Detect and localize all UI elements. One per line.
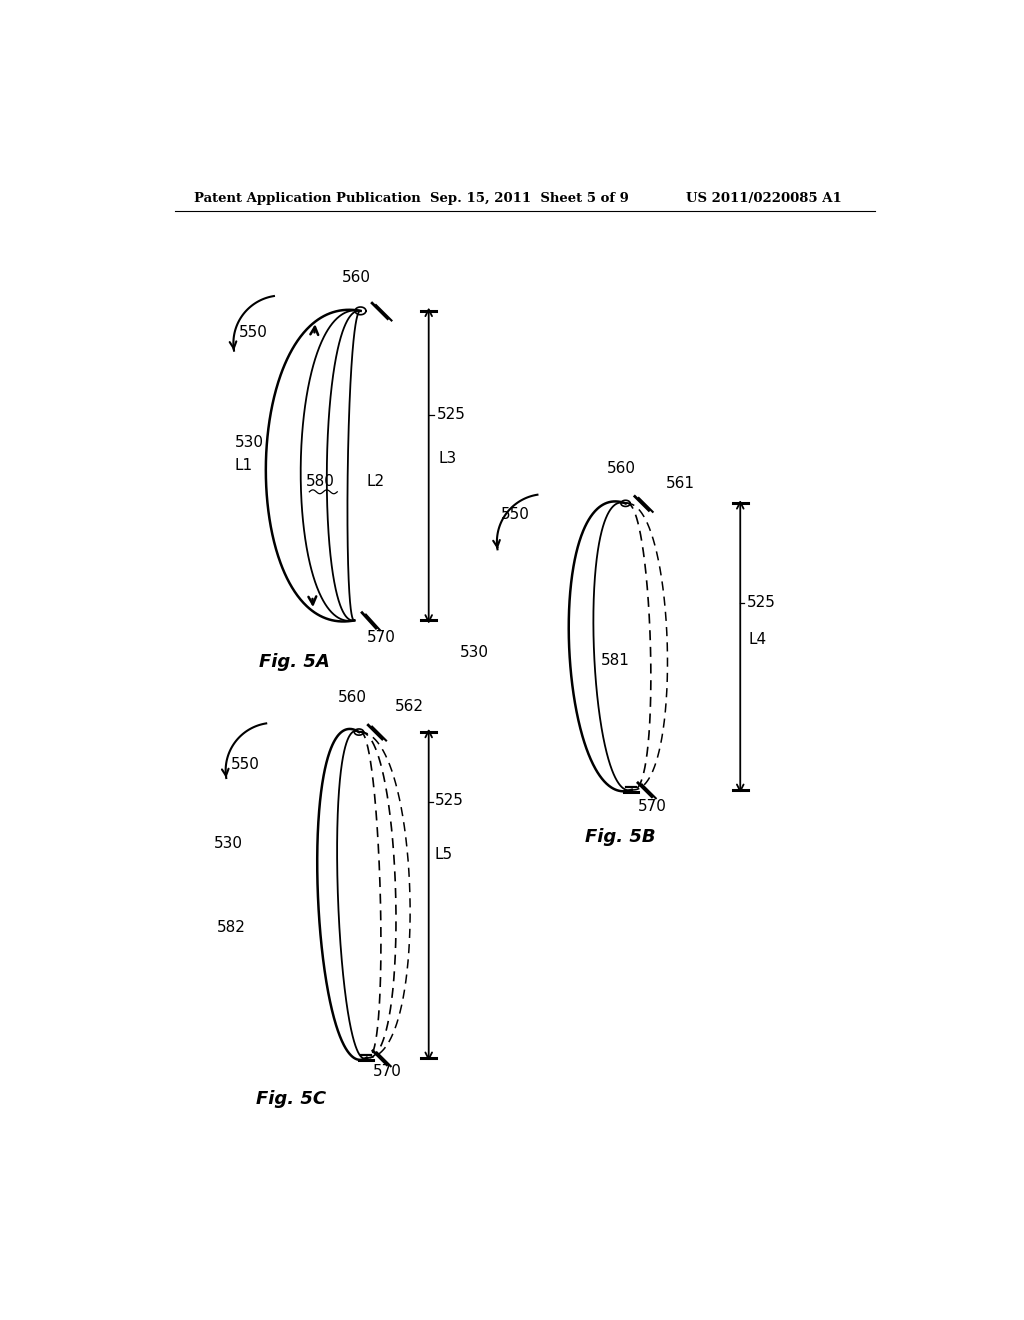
Text: 580: 580 [306,474,335,488]
Text: 525: 525 [746,594,775,610]
Text: L4: L4 [748,631,766,647]
Text: L1: L1 [234,458,253,474]
Text: Fig. 5C: Fig. 5C [256,1090,326,1107]
Text: L2: L2 [367,474,385,488]
Text: 570: 570 [367,630,395,645]
Text: 560: 560 [606,461,636,475]
Text: 530: 530 [460,645,489,660]
Text: 550: 550 [231,756,260,772]
Text: 530: 530 [214,836,243,850]
Text: 550: 550 [501,507,530,521]
Text: 582: 582 [217,920,246,936]
Text: 550: 550 [240,325,268,341]
Text: 525: 525 [436,407,465,421]
Text: US 2011/0220085 A1: US 2011/0220085 A1 [686,191,842,205]
Text: 581: 581 [601,653,630,668]
Text: Fig. 5B: Fig. 5B [585,828,655,846]
Text: Sep. 15, 2011  Sheet 5 of 9: Sep. 15, 2011 Sheet 5 of 9 [430,191,629,205]
Text: 530: 530 [234,436,264,450]
Text: 560: 560 [342,269,371,285]
Text: L3: L3 [438,450,457,466]
Text: 562: 562 [394,700,424,714]
Text: 560: 560 [338,690,368,705]
Text: Fig. 5A: Fig. 5A [259,652,330,671]
Text: 561: 561 [666,477,695,491]
Text: L5: L5 [435,847,453,862]
Text: Patent Application Publication: Patent Application Publication [194,191,421,205]
Text: 525: 525 [435,793,464,808]
Text: 570: 570 [638,800,667,814]
Text: 570: 570 [373,1064,401,1080]
